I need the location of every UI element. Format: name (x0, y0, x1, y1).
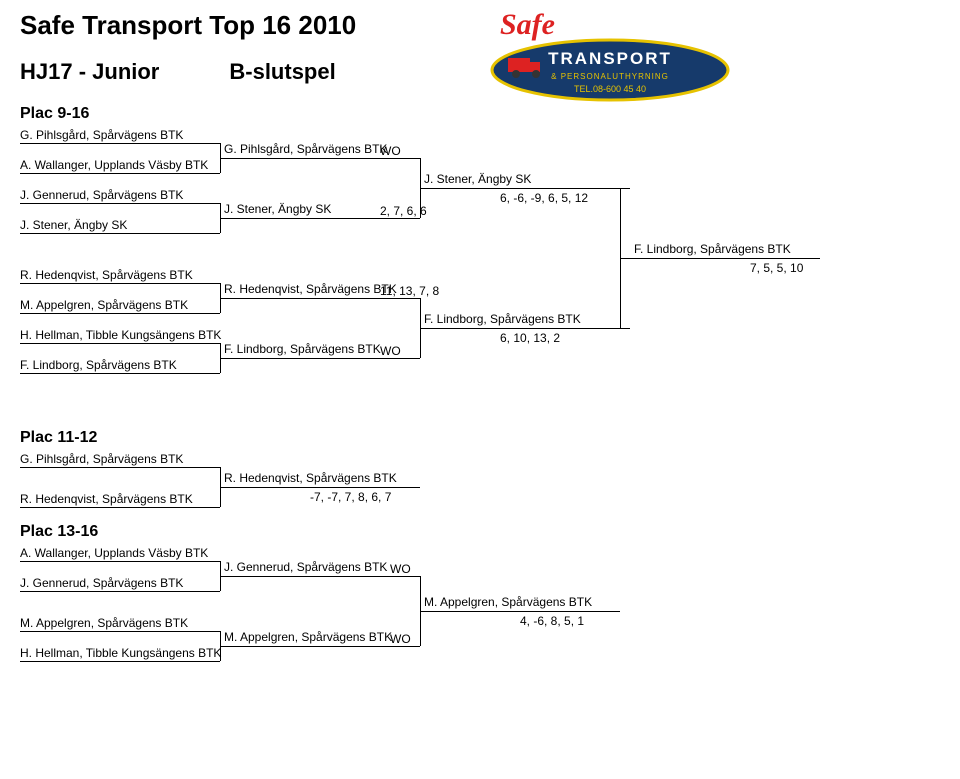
winner-name: F. Lindborg, Spårvägens BTK (634, 243, 791, 255)
r2-player: R. Hedenqvist, Spårvägens BTK (224, 283, 397, 295)
r1-player: M. Appelgren, Spårvägens BTK (20, 617, 188, 629)
r1-player: H. Hellman, Tibble Kungsängens BTK (20, 329, 221, 341)
section-heading-11-12: Plac 11-12 (20, 429, 940, 447)
r1-player: A. Wallanger, Upplands Väsby BTK (20, 159, 208, 171)
sponsor-logo: Safe TRANSPORT & PERSONALUTHYRNING TEL.0… (470, 8, 750, 108)
r2-player: J. Stener, Ängby SK (224, 203, 331, 215)
category-label: HJ17 - Junior (20, 59, 159, 85)
bracket-9-16: G. Pihlsgård, Spårvägens BTK A. Wallanger… (20, 129, 940, 419)
r3-score: 6, 10, 13, 2 (500, 332, 560, 344)
r2-score: WO (380, 145, 401, 157)
r2-score: WO (390, 563, 411, 575)
logo-tel: TEL.08-600 45 40 (574, 84, 646, 94)
winner-score: 4, -6, 8, 5, 1 (520, 615, 584, 627)
winner-score: -7, -7, 7, 8, 6, 7 (310, 491, 391, 503)
r3-score: 6, -6, -9, 6, 5, 12 (500, 192, 588, 204)
r1-player: J. Stener, Ängby SK (20, 219, 127, 231)
logo-main: TRANSPORT (548, 49, 672, 68)
r1-player: J. Gennerud, Spårvägens BTK (20, 577, 183, 589)
logo-script: Safe (500, 8, 555, 41)
bracket-11-12: G. Pihlsgård, Spårvägens BTK R. Hedenqvis… (20, 453, 940, 513)
logo-mid: & PERSONALUTHYRNING (551, 72, 669, 81)
section-heading-13-16: Plac 13-16 (20, 523, 940, 541)
bracket-13-16: A. Wallanger, Upplands Väsby BTK J. Genne… (20, 547, 940, 687)
r1-player: R. Hedenqvist, Spårvägens BTK (20, 493, 193, 505)
winner-name: M. Appelgren, Spårvägens BTK (424, 596, 592, 608)
r3-player: F. Lindborg, Spårvägens BTK (424, 313, 581, 325)
winner-name: R. Hedenqvist, Spårvägens BTK (224, 472, 397, 484)
r2-player: G. Pihlsgård, Spårvägens BTK (224, 143, 387, 155)
r2-score: WO (390, 633, 411, 645)
r1-player: H. Hellman, Tibble Kungsängens BTK (20, 647, 221, 659)
winner-score: 7, 5, 5, 10 (750, 262, 803, 274)
r2-player: M. Appelgren, Spårvägens BTK (224, 631, 392, 643)
r2-player: J. Gennerud, Spårvägens BTK (224, 561, 387, 573)
r1-player: R. Hedenqvist, Spårvägens BTK (20, 269, 193, 281)
r2-player: F. Lindborg, Spårvägens BTK (224, 343, 381, 355)
r1-player: J. Gennerud, Spårvägens BTK (20, 189, 183, 201)
r1-player: G. Pihlsgård, Spårvägens BTK (20, 129, 183, 141)
r2-score: 11, 13, 7, 8 (380, 285, 439, 297)
r1-player: F. Lindborg, Spårvägens BTK (20, 359, 177, 371)
r3-player: J. Stener, Ängby SK (424, 173, 531, 185)
r2-score: WO (380, 345, 401, 357)
r1-player: A. Wallanger, Upplands Väsby BTK (20, 547, 208, 559)
r1-player: G. Pihlsgård, Spårvägens BTK (20, 453, 183, 465)
phase-label: B-slutspel (229, 59, 335, 85)
r1-player: M. Appelgren, Spårvägens BTK (20, 299, 188, 311)
